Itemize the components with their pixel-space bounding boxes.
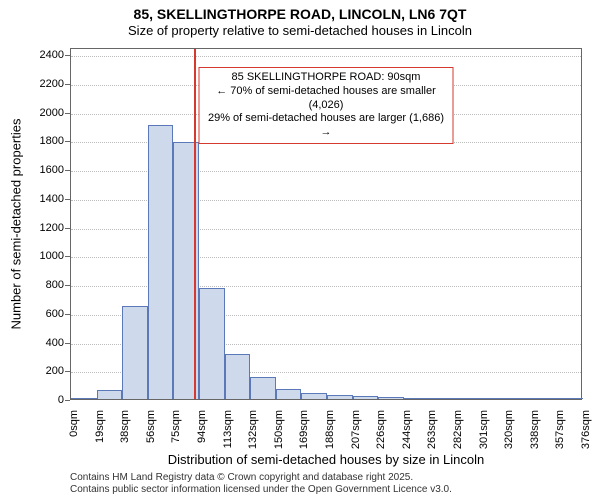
x-tick-label: 338sqm <box>529 410 541 449</box>
histogram-bar <box>557 398 583 399</box>
y-tick <box>65 285 70 286</box>
x-tick-label: 226sqm <box>375 410 387 449</box>
y-tick <box>65 314 70 315</box>
footer-line1: Contains HM Land Registry data © Crown c… <box>70 472 452 484</box>
y-tick <box>65 170 70 171</box>
chart-title: 85, SKELLINGTHORPE ROAD, LINCOLN, LN6 7Q… <box>0 0 600 23</box>
y-tick-label: 800 <box>0 279 64 291</box>
y-tick <box>65 141 70 142</box>
x-tick-label: 282sqm <box>452 410 464 449</box>
histogram-bar <box>532 398 558 399</box>
x-tick-label: 169sqm <box>298 410 310 449</box>
x-tick-label: 38sqm <box>119 410 131 443</box>
histogram-bar <box>378 397 404 399</box>
histogram-bar <box>199 288 225 399</box>
footer-line2: Contains public sector information licen… <box>70 484 452 496</box>
y-tick-label: 2400 <box>0 49 64 61</box>
histogram-bar <box>97 390 123 399</box>
annotation-line: 29% of semi-detached houses are larger (… <box>206 112 447 140</box>
histogram-bar <box>122 306 148 399</box>
histogram-bar <box>250 377 276 399</box>
y-tick <box>65 371 70 372</box>
y-tick-label: 400 <box>0 337 64 349</box>
annotation-line: ← 70% of semi-detached houses are smalle… <box>206 85 447 113</box>
chart-footer: Contains HM Land Registry data © Crown c… <box>70 472 452 496</box>
histogram-bar <box>455 398 481 399</box>
y-tick-label: 1600 <box>0 164 64 176</box>
x-tick-label: 188sqm <box>324 410 336 449</box>
y-tick-label: 1000 <box>0 250 64 262</box>
y-tick-label: 1200 <box>0 222 64 234</box>
y-tick <box>65 228 70 229</box>
y-tick-label: 600 <box>0 308 64 320</box>
y-tick <box>65 256 70 257</box>
x-tick-label: 207sqm <box>350 410 362 449</box>
histogram-bar <box>353 396 379 399</box>
x-tick-label: 0sqm <box>68 410 80 437</box>
y-tick-label: 1400 <box>0 193 64 205</box>
x-tick-label: 132sqm <box>247 410 259 449</box>
y-tick-label: 2000 <box>0 107 64 119</box>
y-tick <box>65 84 70 85</box>
histogram-bar <box>148 125 174 399</box>
x-tick-label: 357sqm <box>554 410 566 449</box>
histogram-bar <box>225 354 251 399</box>
annotation-box: 85 SKELLINGTHORPE ROAD: 90sqm← 70% of se… <box>199 67 454 144</box>
histogram-bar <box>404 398 430 399</box>
chart-subtitle: Size of property relative to semi-detach… <box>0 23 600 39</box>
histogram-bar <box>481 398 507 399</box>
x-tick-label: 75sqm <box>170 410 182 443</box>
x-tick-label: 301sqm <box>478 410 490 449</box>
x-tick-label: 19sqm <box>94 410 106 443</box>
x-tick-label: 320sqm <box>503 410 515 449</box>
x-axis-label: Distribution of semi-detached houses by … <box>168 452 485 467</box>
y-tick-label: 1800 <box>0 135 64 147</box>
x-tick-label: 94sqm <box>196 410 208 443</box>
x-tick-label: 263sqm <box>426 410 438 449</box>
y-tick <box>65 199 70 200</box>
histogram-bar <box>276 389 302 399</box>
histogram-bar <box>71 398 97 399</box>
histogram-bar <box>301 393 327 399</box>
plot-area: 85 SKELLINGTHORPE ROAD: 90sqm← 70% of se… <box>70 48 582 400</box>
property-marker-line <box>194 49 196 399</box>
y-tick-label: 2200 <box>0 78 64 90</box>
x-tick-label: 376sqm <box>580 410 592 449</box>
gridline <box>71 56 581 57</box>
x-tick-label: 150sqm <box>273 410 285 449</box>
x-tick-label: 56sqm <box>145 410 157 443</box>
y-tick-label: 200 <box>0 365 64 377</box>
histogram-bar <box>429 398 455 399</box>
histogram-bar <box>327 395 353 399</box>
y-tick <box>65 400 70 401</box>
x-tick-label: 244sqm <box>401 410 413 449</box>
annotation-line: 85 SKELLINGTHORPE ROAD: 90sqm <box>206 71 447 85</box>
x-tick-label: 113sqm <box>222 410 234 448</box>
y-tick <box>65 343 70 344</box>
y-tick <box>65 113 70 114</box>
chart-container: 85, SKELLINGTHORPE ROAD, LINCOLN, LN6 7Q… <box>0 0 600 500</box>
histogram-bar <box>506 398 532 399</box>
y-tick-label: 0 <box>0 394 64 406</box>
y-tick <box>65 55 70 56</box>
